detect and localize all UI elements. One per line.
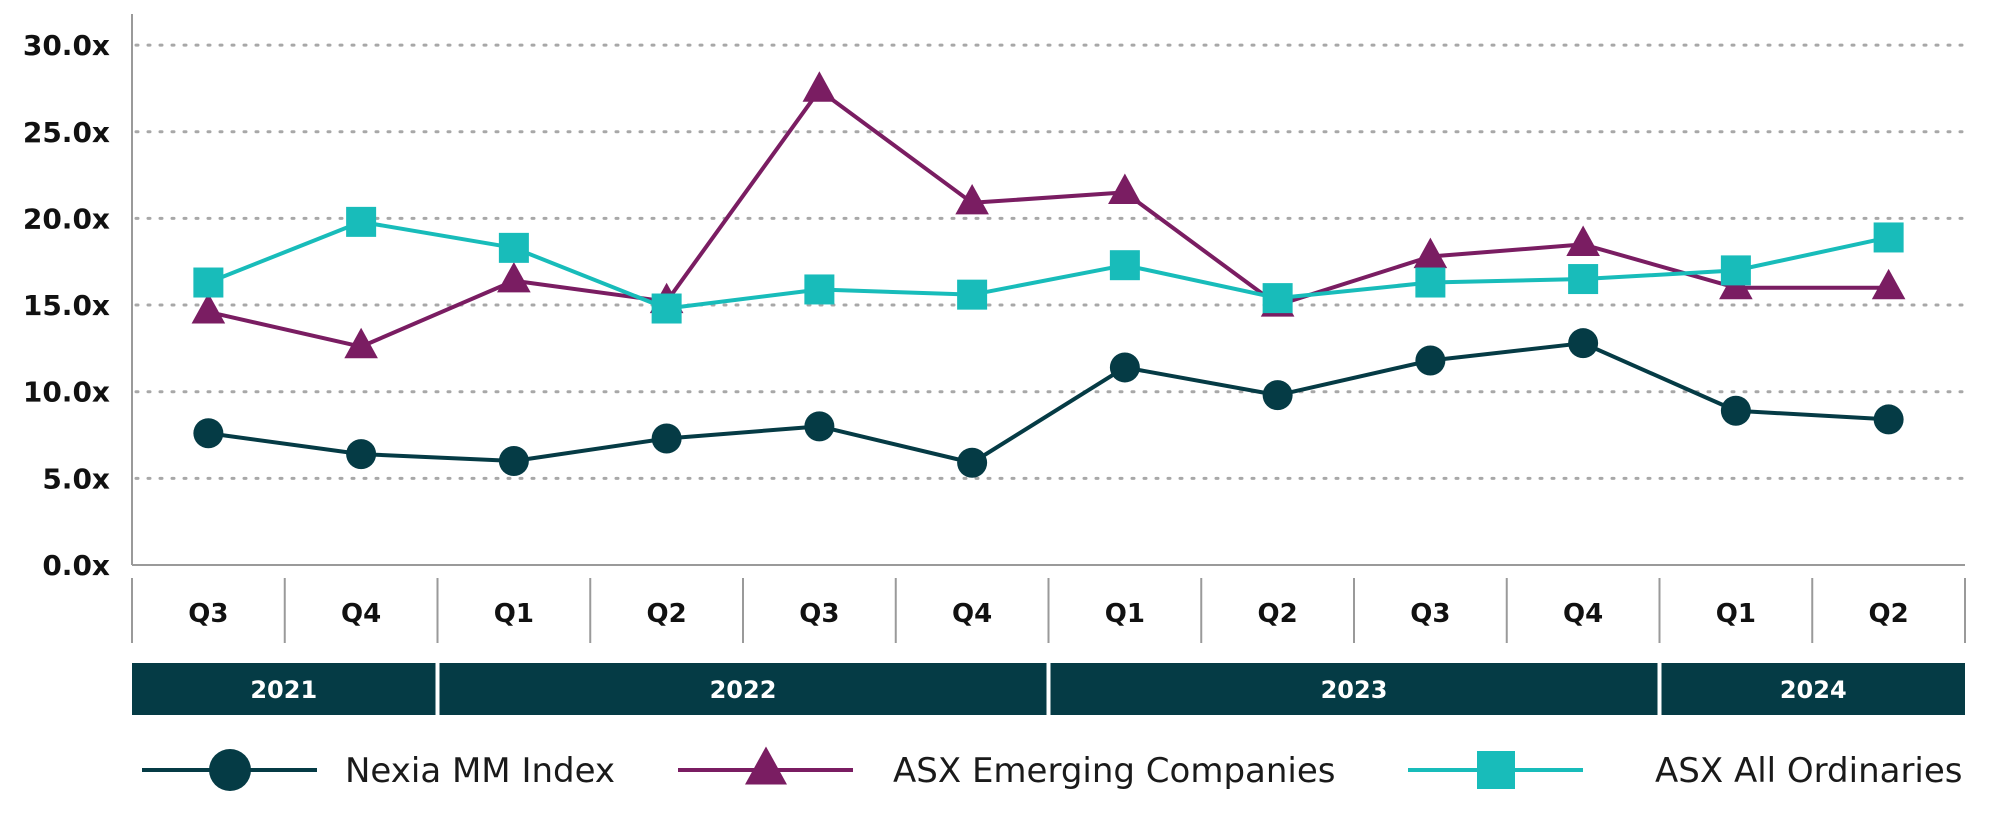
data-point: [1109, 250, 1140, 281]
legend-label: ASX All Ordinaries: [1655, 751, 1963, 791]
year-band: [132, 663, 436, 715]
data-point: [1873, 404, 1904, 435]
x-tick-label: Q4: [1563, 599, 1603, 629]
series: [193, 206, 1904, 324]
y-tick-label: 0.0x: [42, 549, 110, 582]
legend-item: ASX All Ordinaries: [1408, 751, 1963, 791]
x-tick-label: Q2: [1258, 599, 1298, 629]
legend-item: ASX Emerging Companies: [678, 746, 1336, 791]
y-tick-label: 5.0x: [42, 462, 110, 495]
data-point: [346, 439, 377, 470]
data-point: [1873, 222, 1904, 253]
data-point: [804, 274, 835, 305]
legend-item: Nexia MM Index: [142, 749, 615, 791]
data-point: [497, 261, 531, 293]
data-point: [1720, 255, 1751, 286]
series: [193, 328, 1904, 478]
y-tick-label: 20.0x: [23, 202, 110, 235]
data-point: [955, 183, 989, 215]
x-tick-label: Q2: [647, 599, 687, 629]
x-tick-label: Q4: [341, 599, 381, 629]
data-point: [1108, 173, 1142, 204]
x-tick-label: Q3: [188, 599, 228, 629]
data-point: [1568, 264, 1599, 295]
data-point: [957, 447, 988, 478]
year-label: 2023: [1321, 676, 1388, 704]
y-tick-label: 15.0x: [23, 289, 110, 322]
plot-area: [191, 71, 1906, 478]
data-point: [193, 418, 224, 449]
year-band: [439, 663, 1047, 715]
x-axis-ticks: Q3 Q4 Q1 Q2 Q3 Q4 Q1 Q2 Q3 Q4 Q1 Q2: [131, 578, 1966, 643]
data-point: [344, 327, 378, 359]
gridlines: [134, 43, 1967, 480]
y-tick-label: 10.0x: [23, 376, 110, 409]
series-line: [208, 341, 1889, 465]
data-point: [957, 279, 988, 310]
data-point: [1262, 380, 1293, 411]
year-label: 2022: [710, 676, 777, 704]
year-band: [1661, 663, 1965, 715]
data-point: [802, 71, 837, 102]
y-tick-label: 30.0x: [23, 29, 110, 62]
data-point: [1871, 268, 1906, 300]
y-tick-label: 25.0x: [23, 116, 110, 149]
data-point: [804, 411, 835, 442]
data-point: [498, 446, 529, 477]
x-tick-label: Q1: [494, 599, 534, 629]
data-point: [1415, 267, 1446, 298]
x-tick-label: Q4: [952, 599, 992, 629]
data-point: [1415, 345, 1446, 376]
data-point: [1262, 283, 1293, 314]
legend-label: Nexia MM Index: [345, 751, 615, 791]
x-tick-label: Q3: [799, 599, 839, 629]
data-point: [193, 267, 224, 298]
data-point: [346, 206, 377, 237]
x-tick-label: Q1: [1105, 599, 1145, 629]
axes: [131, 14, 1965, 566]
data-point: [498, 232, 529, 263]
series: [191, 71, 1906, 359]
data-point: [651, 423, 682, 454]
legend: Nexia MM Index ASX Emerging Companies ASX …: [142, 746, 1963, 791]
data-point: [1566, 225, 1600, 256]
legend-label: ASX Emerging Companies: [893, 751, 1336, 791]
year-label: 2024: [1780, 676, 1847, 704]
data-point: [651, 293, 682, 324]
y-axis-ticks: 0.0x 5.0x 10.0x 15.0x 20.0x 25.0x 30.0x: [23, 29, 110, 582]
data-point: [1109, 352, 1140, 383]
year-bands: 2021 2022 2023 2024: [132, 663, 1965, 715]
data-point: [1720, 395, 1751, 426]
x-tick-label: Q1: [1716, 599, 1756, 629]
legend-marker: [209, 749, 251, 791]
year-band: [1050, 663, 1658, 715]
data-point: [1413, 237, 1448, 269]
series-line: [207, 88, 1889, 349]
legend-marker: [745, 746, 787, 785]
x-tick-label: Q3: [1410, 599, 1450, 629]
data-point: [1568, 328, 1599, 359]
series-line: [207, 219, 1890, 311]
year-label: 2021: [250, 676, 317, 704]
data-point: [191, 293, 226, 324]
legend-marker: [1477, 751, 1515, 789]
x-tick-label: Q2: [1869, 599, 1909, 629]
